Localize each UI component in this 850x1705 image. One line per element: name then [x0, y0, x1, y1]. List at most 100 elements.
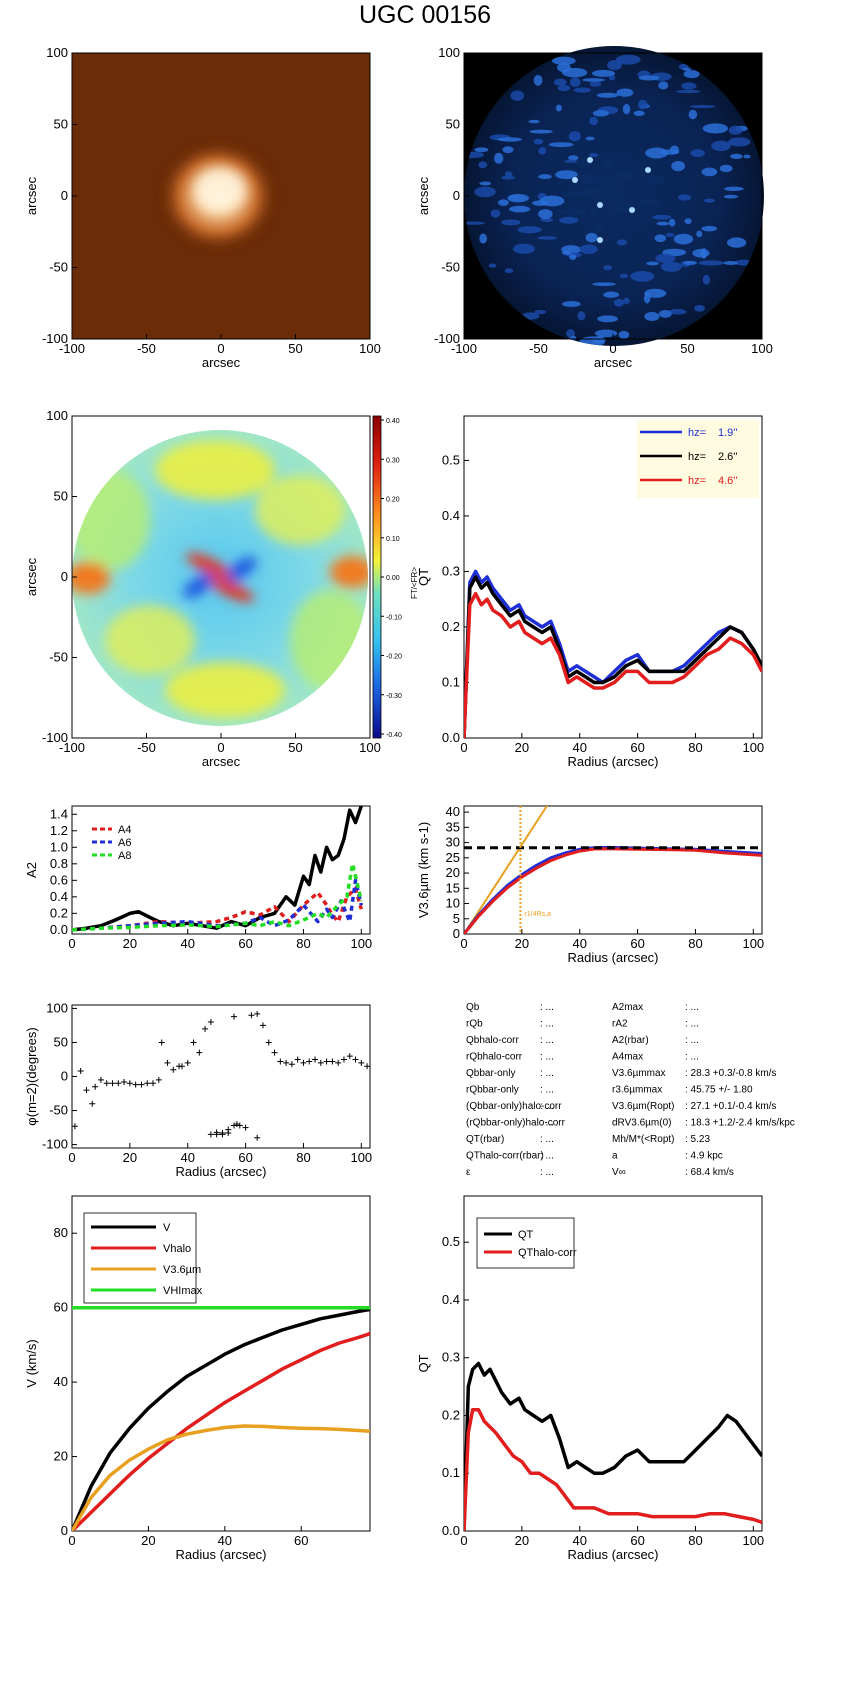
- qt-legend-value: 2.6'': [718, 451, 738, 463]
- phase-profile-y-tick-label: 0: [61, 1069, 68, 1084]
- residual-image-y-tick-label: -50: [441, 260, 460, 275]
- residual-blob: [534, 309, 547, 315]
- residual-blob: [612, 170, 628, 177]
- phase-point: [271, 1049, 278, 1056]
- residual-blob: [569, 254, 577, 260]
- colorbar-tick-label: 0.20: [386, 497, 400, 504]
- param-label: ε: [466, 1167, 471, 1178]
- param-value: : 68.4 km/s: [685, 1167, 734, 1178]
- qt-legend-value: 1.9'': [718, 427, 738, 439]
- residual-blob: [616, 54, 641, 65]
- residual-blob: [592, 110, 609, 117]
- phase-point: [233, 1121, 240, 1128]
- galaxy-image-panel: -100 -50 0 50 100 100 50 0 -50 -100 arcsec arcsec: [24, 45, 381, 370]
- phase-point: [138, 1081, 145, 1088]
- velocity-decomposition-x-tick-label: 20: [141, 1533, 155, 1548]
- residual-blob: [502, 146, 514, 154]
- param-value: : ...: [540, 1167, 554, 1178]
- residual-blob: [677, 194, 692, 201]
- param-label: QT(rbar): [466, 1134, 504, 1145]
- galaxy-image-x-label: arcsec: [202, 355, 241, 370]
- colorbar-tick-label: -0.10: [386, 614, 402, 621]
- param-value: : ...: [540, 1118, 554, 1129]
- residual-blob: [637, 99, 648, 110]
- qt-halo-legend-label: QT: [518, 1229, 534, 1241]
- residual-blob: [603, 291, 620, 298]
- galaxy-image-x-tick-label: 100: [359, 341, 381, 356]
- a2-legend-label: A8: [118, 850, 131, 862]
- phase-point: [126, 1080, 133, 1087]
- residual-blob: [479, 233, 488, 244]
- phase-profile-y-tick-label: -50: [49, 1103, 68, 1118]
- velocity-series-line: [72, 1424, 370, 1531]
- residual-blob: [633, 110, 645, 117]
- residual-bright-spot: [572, 177, 578, 183]
- residual-blob: [696, 230, 703, 238]
- qt-halo-y-label: QT: [416, 1354, 431, 1372]
- residual-blob: [513, 243, 535, 254]
- rotation-curve-y-tick-label: 20: [446, 865, 460, 880]
- residual-blob: [743, 154, 751, 159]
- qt-profile-y-label: QT: [416, 568, 431, 586]
- phase-point: [242, 1124, 249, 1131]
- residual-blob: [703, 198, 715, 203]
- qt-halo-x-tick-label: 40: [572, 1533, 586, 1548]
- residual-blob: [723, 261, 738, 265]
- param-value: : 4.9 kpc: [685, 1151, 723, 1162]
- residual-blob: [579, 244, 598, 254]
- a2-plot-y-tick-label: 1.4: [50, 806, 68, 821]
- residual-bright-spot: [645, 167, 651, 173]
- param-value: : ...: [685, 1035, 699, 1046]
- residual-blob: [630, 271, 655, 282]
- a2-series-line: [72, 806, 363, 932]
- residual-blob: [702, 274, 711, 285]
- param-value: : 28.3 +0.3/-0.8 km/s: [685, 1068, 776, 1079]
- residual-blob: [665, 232, 675, 237]
- phase-point: [265, 1039, 272, 1046]
- param-label: dRV3.6µm(0): [612, 1118, 672, 1129]
- residual-blob: [638, 75, 660, 81]
- param-label: a: [612, 1151, 618, 1162]
- galaxy-image-x-tick-label: -100: [59, 341, 85, 356]
- residual-blob: [559, 216, 579, 224]
- residual-blob: [730, 153, 743, 160]
- residual-blob: [618, 330, 630, 339]
- qt-profile-y-tick-label: 0.1: [442, 674, 460, 689]
- residual-blob: [688, 109, 698, 120]
- rotation-curve-x-tick-label: 60: [630, 936, 644, 951]
- velocity-decomposition-y-tick-label: 80: [54, 1225, 68, 1240]
- residual-blob: [585, 136, 595, 141]
- a2-plot-y-tick-label: 0.0: [50, 922, 68, 937]
- residual-blob: [579, 336, 606, 346]
- residual-blob: [517, 226, 542, 234]
- rotation-curve-x-tick-label: 100: [742, 936, 764, 951]
- residual-bright-spot: [597, 202, 603, 208]
- a2-legend-label: A6: [118, 837, 131, 849]
- residual-blob: [557, 62, 571, 73]
- residual-blob: [488, 263, 497, 268]
- a2-plot-x-tick-label: 0: [68, 936, 75, 951]
- force-map-y-tick-label: -50: [49, 650, 68, 665]
- residual-blob: [557, 84, 571, 92]
- param-label: rQb: [466, 1019, 483, 1030]
- qt-halo-series-line: [464, 1361, 762, 1531]
- residual-blob: [681, 82, 697, 90]
- galaxy-image-x-tick-label: 0: [217, 341, 224, 356]
- qt-series-line: [464, 575, 762, 738]
- residual-blob: [564, 159, 578, 163]
- residual-blob: [479, 181, 492, 186]
- phase-point: [329, 1058, 336, 1065]
- rotation-slope-line: [464, 806, 549, 934]
- colorbar-tick-label: -0.40: [386, 732, 402, 739]
- residual-image-y-tick-label: -100: [434, 331, 460, 346]
- rotation-curve-y-tick-label: 5: [453, 911, 460, 926]
- qt-halo-y-tick-label: 0.5: [442, 1234, 460, 1249]
- residual-image-x-tick-label: -100: [451, 341, 477, 356]
- residual-blob: [603, 183, 610, 188]
- phase-point: [71, 1123, 78, 1130]
- phase-point: [259, 1022, 266, 1029]
- qt-profile-x-tick-label: 100: [742, 740, 764, 755]
- phase-point: [158, 1039, 165, 1046]
- param-label: A2max: [612, 1002, 643, 1013]
- qt-halo-x-tick-label: 100: [742, 1533, 764, 1548]
